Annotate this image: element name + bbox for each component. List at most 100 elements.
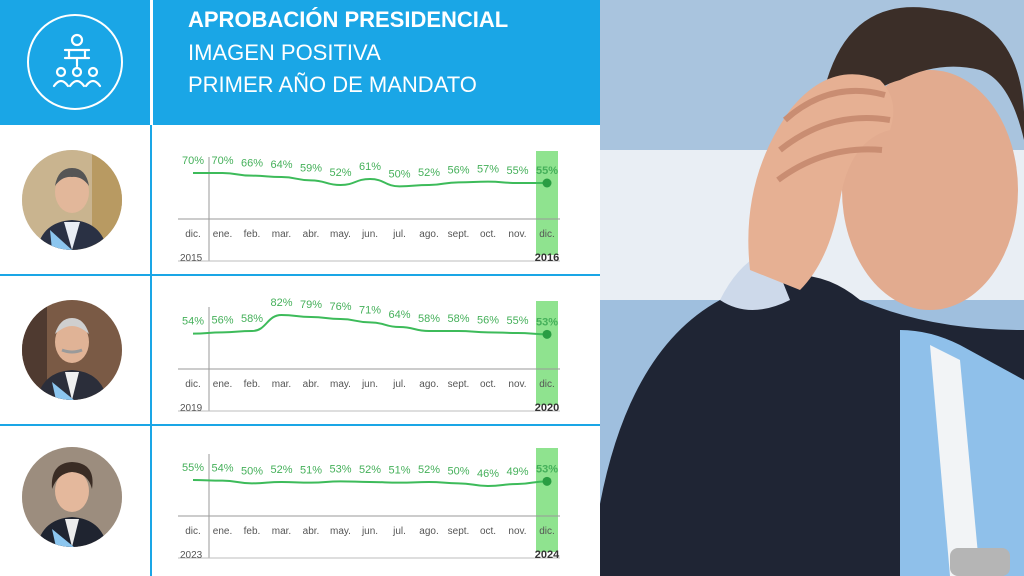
tick-label: feb. [244, 229, 261, 240]
data-label: 49% [506, 466, 528, 478]
end-year-label: 2024 [535, 549, 560, 561]
avatar [22, 300, 122, 400]
tick-label: nov. [508, 526, 526, 537]
tick-label: jun. [361, 379, 378, 390]
data-label: 56% [447, 164, 469, 176]
page-subtitle-1: IMAGEN POSITIVA [188, 40, 381, 65]
tick-label: jun. [361, 229, 378, 240]
tick-label: ene. [213, 229, 232, 240]
tick-label: dic. [185, 229, 201, 240]
series-line [193, 172, 547, 188]
last-point [542, 476, 552, 486]
avatar [22, 447, 122, 547]
tick-label: feb. [244, 526, 261, 537]
tick-label: jun. [361, 526, 378, 537]
tick-label: dic. [539, 229, 555, 240]
tick-label: dic. [539, 379, 555, 390]
end-year-label: 2016 [535, 252, 559, 264]
header-icon-box [0, 0, 150, 125]
data-label: 50% [447, 465, 469, 477]
end-year-label: 2020 [535, 402, 559, 414]
data-label: 50% [388, 168, 410, 180]
president-photo [600, 0, 1024, 576]
data-label: 53% [536, 316, 558, 328]
data-label: 55% [506, 165, 528, 177]
tick-label: dic. [185, 379, 201, 390]
avatar [22, 150, 122, 250]
tick-label: mar. [272, 229, 291, 240]
data-label: 46% [477, 468, 499, 480]
page-title: APROBACIÓN PRESIDENCIAL [188, 7, 509, 32]
tick-label: ene. [213, 379, 232, 390]
row-separator [0, 274, 600, 276]
presidential-audience-icon [27, 14, 123, 110]
last-point [542, 178, 552, 188]
tick-label: feb. [244, 379, 261, 390]
data-label: 56% [477, 314, 499, 326]
series-line [192, 479, 548, 488]
data-label: 76% [329, 301, 351, 313]
tick-label: nov. [508, 379, 526, 390]
data-label: 59% [300, 162, 322, 174]
data-label: 52% [418, 167, 440, 179]
data-label: 55% [506, 315, 528, 327]
data-label: 61% [359, 161, 381, 173]
data-label: 64% [388, 309, 410, 321]
data-label: 56% [211, 314, 233, 326]
data-label: 54% [211, 463, 233, 475]
start-year-label: 2019 [180, 403, 203, 414]
data-label: 64% [270, 159, 292, 171]
header-divider [150, 0, 153, 125]
tick-label: abr. [303, 379, 320, 390]
data-label: 58% [418, 313, 440, 325]
data-label: 82% [270, 297, 292, 309]
tick-label: dic. [185, 526, 201, 537]
tick-label: mar. [272, 379, 291, 390]
data-label: 79% [300, 299, 322, 311]
row-separator [0, 424, 600, 426]
data-label: 50% [241, 465, 263, 477]
highlight-column [536, 301, 558, 405]
tick-label: mar. [272, 526, 291, 537]
data-label: 52% [418, 464, 440, 476]
data-label: 71% [359, 304, 381, 316]
tick-label: jul. [392, 526, 406, 537]
data-label: 51% [388, 465, 410, 477]
tick-label: ene. [213, 526, 232, 537]
data-label: 53% [536, 463, 558, 475]
data-label: 53% [329, 463, 351, 475]
tick-label: oct. [480, 229, 496, 240]
data-label: 52% [359, 464, 381, 476]
tick-label: sept. [448, 229, 470, 240]
start-year-label: 2015 [180, 253, 203, 264]
data-label: 58% [447, 313, 469, 325]
highlight-column [536, 151, 558, 255]
column-divider [150, 125, 152, 576]
tick-label: ago. [419, 379, 438, 390]
data-label: 55% [536, 165, 558, 177]
data-label: 70% [211, 155, 233, 167]
tick-label: oct. [480, 379, 496, 390]
data-label: 51% [300, 465, 322, 477]
start-year-label: 2023 [180, 550, 203, 561]
data-label: 52% [270, 464, 292, 476]
tick-label: may. [330, 526, 351, 537]
highlight-column [536, 448, 558, 552]
tick-label: may. [330, 229, 351, 240]
tick-label: sept. [448, 526, 470, 537]
data-label: 55% [182, 462, 204, 474]
data-label: 66% [241, 158, 263, 170]
data-label: 54% [182, 316, 204, 328]
tick-label: ago. [419, 526, 438, 537]
last-point [542, 329, 552, 339]
page-subtitle-2: PRIMER AÑO DE MANDATO [188, 72, 477, 97]
tick-label: ago. [419, 229, 438, 240]
data-label: 52% [329, 167, 351, 179]
tick-label: may. [330, 379, 351, 390]
tick-label: jul. [392, 379, 406, 390]
data-label: 58% [241, 313, 263, 325]
tick-label: nov. [508, 229, 526, 240]
approval-charts: 70% 70% 66% 64% 59% 52% 61% 50% 52% 56% 57% 55% 55% d… [178, 151, 560, 561]
tick-label: oct. [480, 526, 496, 537]
tick-label: jul. [392, 229, 406, 240]
